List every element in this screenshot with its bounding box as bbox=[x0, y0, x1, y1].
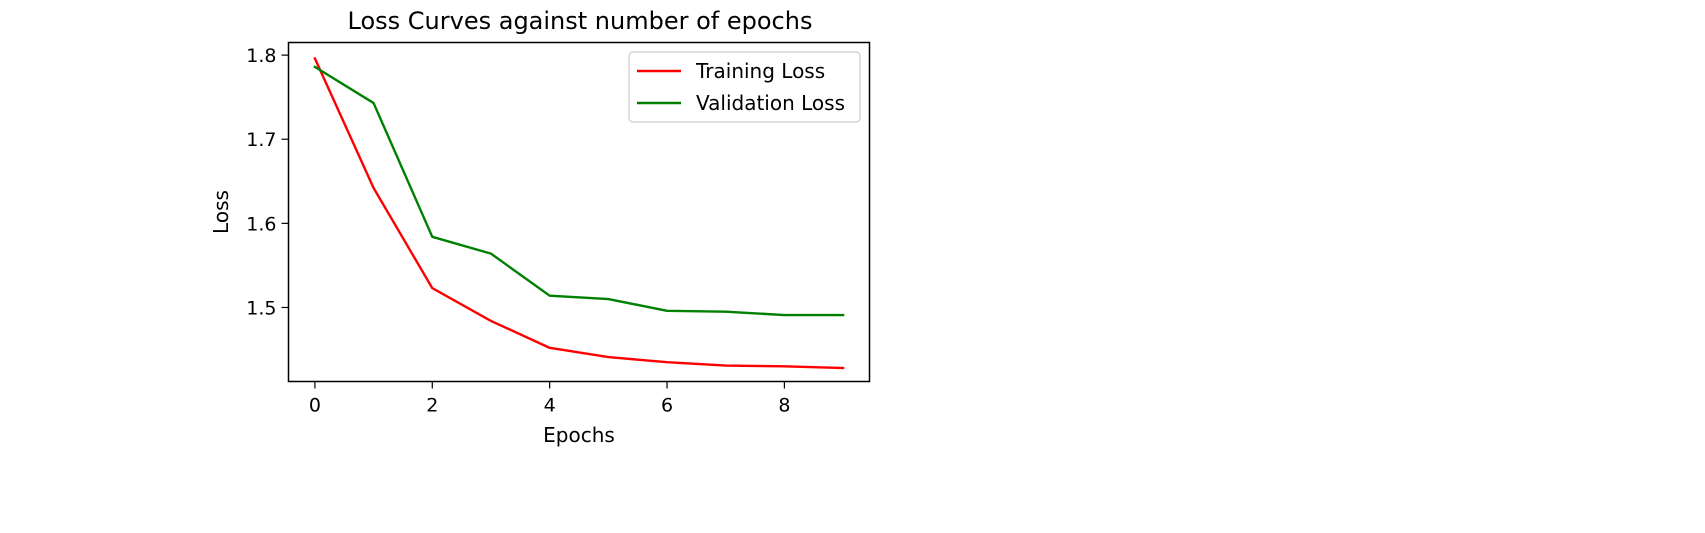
y-tick-label: 1.7 bbox=[246, 129, 276, 151]
x-tick-label: 8 bbox=[778, 395, 790, 417]
y-axis-title: Loss bbox=[209, 190, 233, 234]
plot-lines bbox=[313, 56, 845, 370]
legend-label-1: Validation Loss bbox=[696, 91, 845, 115]
x-axis-ticks: 0 2 4 6 8 bbox=[309, 381, 790, 417]
series-line-0 bbox=[313, 56, 845, 370]
y-tick-label: 1.6 bbox=[246, 213, 276, 235]
chart-title: Loss Curves against number of epochs bbox=[348, 7, 813, 35]
legend-box bbox=[628, 51, 861, 123]
legend-label-0: Training Loss bbox=[695, 59, 825, 83]
legend: Training Loss Validation Loss bbox=[628, 51, 861, 123]
y-tick-label: 1.8 bbox=[246, 45, 276, 67]
y-axis-ticks: 1.5 1.6 1.7 1.8 bbox=[246, 45, 289, 319]
x-tick-label: 6 bbox=[661, 395, 673, 417]
series-line-1 bbox=[313, 65, 845, 317]
y-tick-label: 1.5 bbox=[246, 297, 276, 319]
x-tick-label: 0 bbox=[309, 395, 321, 417]
x-tick-label: 4 bbox=[544, 395, 556, 417]
x-axis-title: Epochs bbox=[543, 423, 615, 447]
x-tick-label: 2 bbox=[426, 395, 438, 417]
plot-frame bbox=[287, 41, 871, 383]
